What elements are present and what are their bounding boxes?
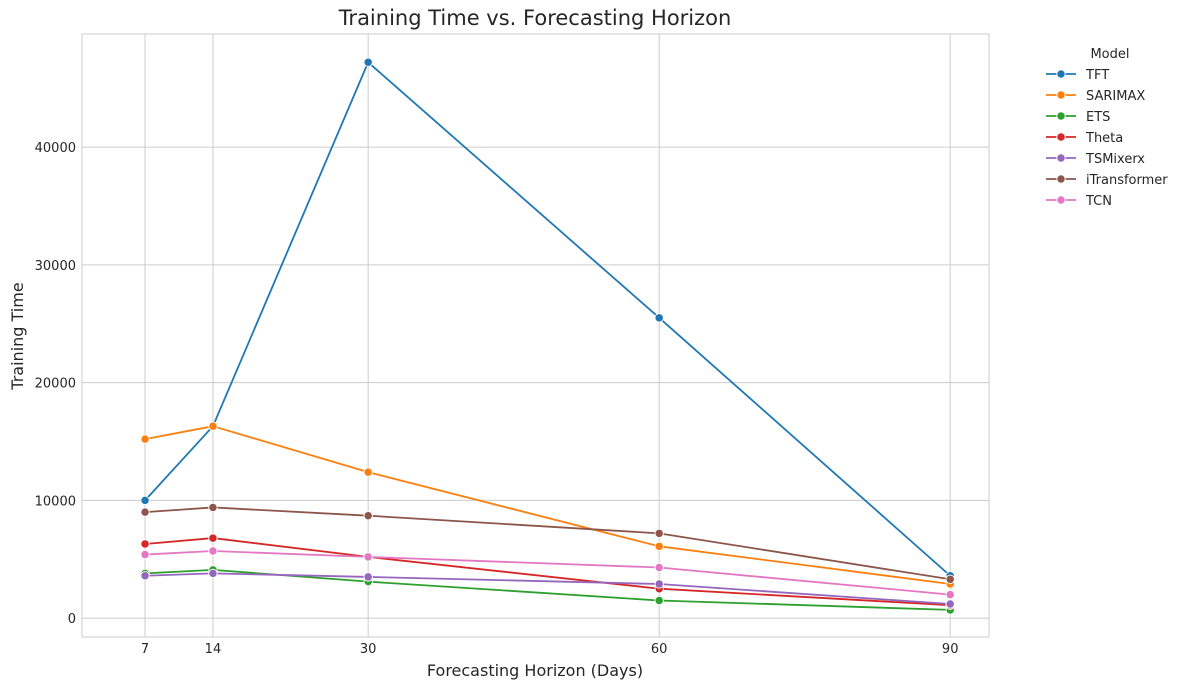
data-point — [654, 313, 664, 323]
data-point — [945, 589, 955, 600]
x-axis-label: Forecasting Horizon (Days) — [427, 661, 643, 680]
data-point — [654, 528, 664, 539]
data-point — [654, 579, 664, 589]
y-tick-label: 10000 — [35, 494, 76, 509]
data-point — [945, 574, 955, 584]
x-tick-label: 90 — [942, 642, 959, 657]
legend-label: TCN — [1085, 194, 1112, 209]
legend-label: TFT — [1085, 68, 1109, 83]
grid — [82, 34, 989, 637]
series-itransformer — [140, 502, 955, 584]
legend-marker — [1056, 69, 1066, 79]
x-tick-label: 14 — [205, 642, 222, 657]
data-point — [208, 502, 218, 513]
series-layer — [140, 57, 955, 615]
x-tick-label: 7 — [141, 642, 149, 657]
y-axis-label: Training Time — [8, 282, 27, 390]
legend-label: iTransformer — [1086, 173, 1168, 188]
data-point — [140, 495, 150, 506]
legend: Model TFT SARIMAX ETS Theta TSMixerx iTransfo… — [1046, 47, 1168, 209]
data-point — [140, 571, 150, 581]
data-point — [140, 434, 150, 444]
data-point — [654, 541, 664, 551]
legend-item-tcn: TCN — [1046, 194, 1112, 209]
legend-item-itransformer: iTransformer — [1046, 173, 1168, 188]
legend-label: Theta — [1085, 131, 1123, 146]
data-point — [208, 421, 218, 431]
legend-marker — [1056, 174, 1066, 184]
data-point — [363, 511, 373, 521]
legend-label: TSMixerx — [1085, 152, 1145, 167]
legend-marker — [1056, 195, 1066, 205]
legend-marker — [1056, 132, 1066, 142]
data-point — [363, 57, 373, 67]
x-axis-ticks: 7 14 30 60 90 — [141, 642, 959, 657]
legend-title: Model — [1090, 47, 1129, 62]
data-point — [140, 539, 150, 549]
data-point — [208, 533, 218, 543]
legend-item-sarimax: SARIMAX — [1046, 89, 1145, 104]
legend-marker — [1056, 111, 1066, 121]
data-point — [208, 546, 218, 556]
data-point — [140, 549, 150, 560]
legend-label: ETS — [1086, 110, 1110, 125]
x-tick-label: 60 — [651, 642, 668, 657]
data-point — [208, 568, 218, 579]
data-point — [654, 562, 664, 573]
data-point — [363, 467, 373, 477]
legend-marker — [1056, 90, 1066, 100]
x-tick-label: 30 — [360, 642, 377, 657]
legend-items: TFT SARIMAX ETS Theta TSMixerx iTransformer TC… — [1046, 68, 1168, 209]
chart-title: Training Time vs. Forecasting Horizon — [338, 6, 732, 30]
data-point — [363, 552, 373, 562]
y-tick-label: 0 — [68, 612, 76, 627]
y-axis-ticks: 0 10000 20000 30000 40000 — [35, 141, 76, 627]
data-point — [654, 595, 664, 606]
legend-label: SARIMAX — [1086, 89, 1145, 104]
data-point — [140, 507, 150, 517]
legend-item-tft: TFT — [1046, 68, 1109, 83]
y-tick-label: 20000 — [35, 377, 76, 392]
series-tsmixerx — [140, 568, 955, 609]
data-point — [945, 599, 955, 609]
y-tick-label: 40000 — [35, 141, 76, 156]
legend-item-tsmixerx: TSMixerx — [1046, 152, 1145, 167]
series-tcn — [140, 546, 955, 600]
legend-marker — [1056, 153, 1066, 163]
legend-item-ets: ETS — [1046, 110, 1110, 125]
y-tick-label: 30000 — [35, 259, 76, 274]
data-point — [363, 572, 373, 582]
legend-item-theta: Theta — [1046, 131, 1123, 146]
plot-frame — [81, 33, 990, 638]
